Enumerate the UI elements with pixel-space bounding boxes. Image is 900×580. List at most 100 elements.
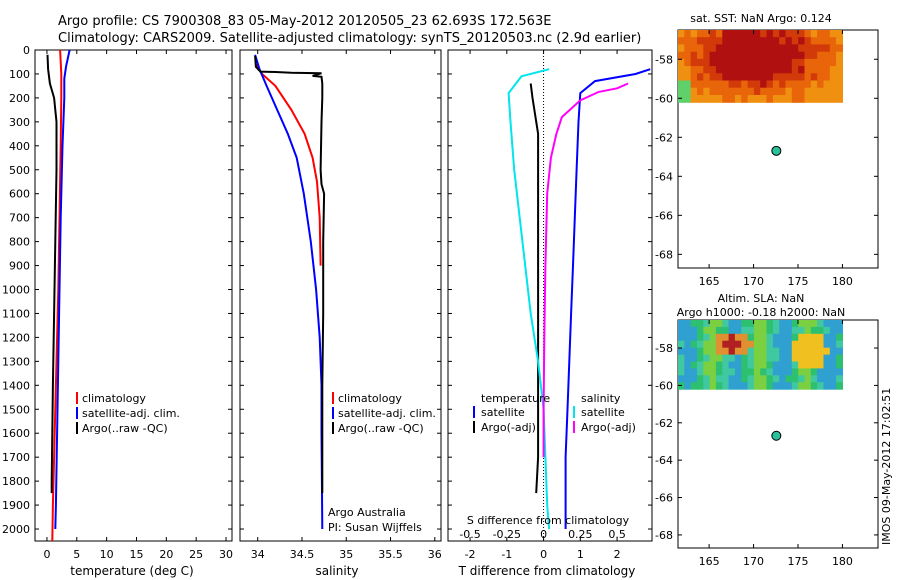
heatmap-cell: [678, 375, 685, 383]
heatmap-cell: [785, 80, 793, 89]
heatmap-cell: [684, 347, 692, 356]
heatmap-cell: [703, 66, 711, 74]
heatmap-cell: [817, 333, 824, 342]
heatmap-cell: [715, 382, 723, 390]
heatmap-cell: [766, 354, 774, 363]
heatmap-cell: [709, 340, 717, 349]
x-tick-label: 35.5: [378, 548, 403, 561]
heatmap-cell: [804, 347, 812, 356]
heatmap-cell: [766, 382, 774, 390]
heatmap-cell: [823, 87, 831, 96]
heatmap-cell: [829, 326, 837, 335]
heatmap-cell: [709, 44, 717, 53]
legend-label: satellite-adj. clim.: [338, 407, 436, 420]
heatmap-cell: [779, 58, 787, 67]
heatmap-cell: [810, 66, 818, 74]
heatmap-cell: [779, 66, 787, 74]
heatmap-cell: [753, 95, 761, 103]
heatmap-cell: [798, 95, 806, 103]
heatmap-cell: [678, 340, 685, 349]
series-line-satellite: [564, 68, 651, 529]
heatmap-cell: [785, 66, 793, 74]
heatmap-cell: [690, 44, 698, 53]
heatmap-cell: [728, 354, 736, 363]
series-line-argo-adj-: [542, 82, 629, 458]
heatmap-cell: [760, 30, 768, 38]
heatmap-cell: [684, 37, 692, 45]
heatmap-cell: [690, 340, 698, 349]
heatmap-cell: [766, 340, 774, 349]
heatmap-cell: [804, 320, 812, 328]
heatmap-cell: [703, 347, 711, 356]
heatmap-cell: [779, 30, 787, 38]
sst-map-panel: -58 -60 -62 -64 -66 -68 165 170 175 180: [655, 29, 879, 288]
heatmap-cell: [785, 340, 793, 349]
heatmap-cell: [709, 375, 717, 383]
heatmap-cell: [734, 80, 742, 89]
heatmap-cell: [836, 326, 843, 335]
heatmap-cell: [829, 73, 837, 82]
heatmap-cell: [703, 73, 711, 82]
y-tick-label: 500: [9, 164, 30, 177]
heatmap-cell: [709, 333, 717, 342]
heatmap-cell: [779, 80, 787, 89]
heatmap-cell: [703, 80, 711, 89]
y-tick-label: 600: [9, 188, 30, 201]
heatmap-cell: [690, 95, 698, 103]
heatmap-cell: [791, 320, 799, 328]
heatmap-cell: [760, 368, 768, 376]
heatmap-cell: [817, 361, 824, 369]
heatmap-cell: [715, 87, 723, 96]
heatmap-cell: [728, 375, 736, 383]
heatmap-cell: [785, 58, 793, 67]
heatmap-cell: [766, 333, 774, 342]
heatmap-cell: [684, 375, 692, 383]
heatmap-cell: [829, 80, 837, 89]
heatmap-cell: [760, 87, 768, 96]
heatmap-cell: [836, 347, 843, 356]
heatmap-cell: [798, 58, 806, 67]
heatmap-cell: [836, 58, 843, 67]
heatmap-cell: [678, 347, 685, 356]
heatmap-cell: [753, 326, 761, 335]
heatmap-cell: [779, 347, 787, 356]
heatmap-cell: [690, 320, 698, 328]
heatmap-cell: [728, 382, 736, 390]
heatmap-cell: [722, 73, 730, 82]
heatmap-cell: [785, 354, 793, 363]
heatmap-cell: [836, 66, 843, 74]
heatmap-cell: [741, 51, 749, 60]
heatmap-cell: [810, 375, 818, 383]
y-tick-label: 0: [23, 44, 30, 57]
heatmap-cell: [772, 30, 780, 38]
heatmap-cell: [836, 354, 843, 363]
legend-label: satellite: [581, 406, 625, 419]
heatmap-cell: [766, 347, 774, 356]
heatmap-cell: [810, 340, 818, 349]
heatmap-cell: [709, 347, 717, 356]
heatmap-cell: [798, 326, 806, 335]
x-tick-label: 2: [614, 548, 621, 561]
heatmap-cell: [684, 87, 692, 96]
heatmap-cell: [678, 87, 685, 96]
heatmap-cell: [753, 44, 761, 53]
heatmap-cell: [810, 347, 818, 356]
heatmap-cell: [804, 51, 812, 60]
profile-location-marker: [771, 145, 782, 156]
heatmap-cell: [798, 368, 806, 376]
heatmap-cell: [798, 382, 806, 390]
heatmap-cell: [836, 361, 843, 369]
heatmap-cell: [791, 58, 799, 67]
heatmap-cell: [829, 87, 837, 96]
heatmap-cell: [823, 340, 831, 349]
heatmap-cell: [772, 382, 780, 390]
heatmap-cell: [709, 326, 717, 335]
y-tick-label: -68: [655, 529, 673, 542]
heatmap-cell: [722, 44, 730, 53]
heatmap-cell: [791, 361, 799, 369]
heatmap-cell: [760, 382, 768, 390]
heatmap-cell: [772, 326, 780, 335]
heatmap-cell: [715, 80, 723, 89]
heatmap-cell: [678, 58, 685, 67]
legend-title-salinity: salinity: [581, 392, 621, 405]
